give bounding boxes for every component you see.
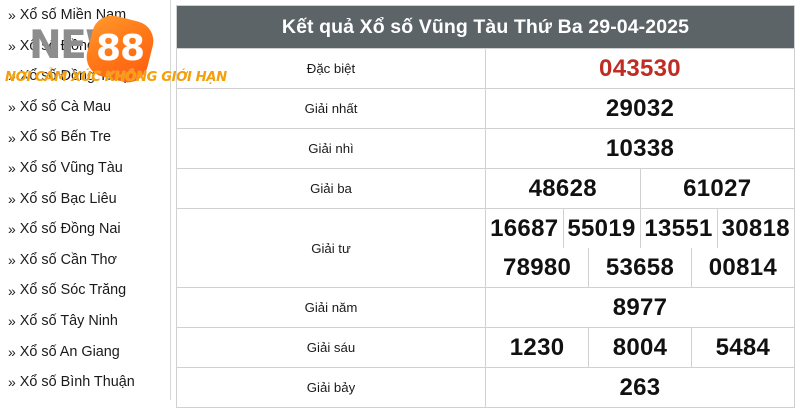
prize-number-group: 16687 55019 13551 30818 78980 53658 0081… xyxy=(485,208,795,288)
sidebar-item-label: Xổ số Đồng Nai xyxy=(19,37,121,54)
prize-number: 10338 xyxy=(485,128,795,169)
table-body: Đặc biệt 043530 Giải nhất 29032 Giải nhì… xyxy=(176,48,795,408)
prize-number-special: 043530 xyxy=(485,48,795,89)
lottery-result-panel: Kết quả Xổ số Vũng Tàu Thứ Ba 29-04-2025… xyxy=(176,5,795,408)
prize-number: 8977 xyxy=(485,287,795,328)
prize-number: 5484 xyxy=(690,328,794,367)
sidebar-item-label: Xổ số Sóc Trăng xyxy=(19,282,127,299)
table-row-giai-nhat: Giải nhất 29032 xyxy=(176,88,795,129)
prize-number: 1230 xyxy=(486,328,590,367)
chevron-right-icon: » xyxy=(8,282,16,299)
prize-label: Giải bảy xyxy=(176,367,486,408)
table-head: Kết quả Xổ số Vũng Tàu Thứ Ba 29-04-2025 xyxy=(176,5,795,49)
sidebar-item-9[interactable]: » Xổ số Sóc Trăng xyxy=(0,275,170,306)
sidebar-item-6[interactable]: » Xổ số Bạc Liêu xyxy=(0,184,170,215)
prize-number: 30818 xyxy=(716,209,794,248)
prize-number: 53658 xyxy=(588,248,692,287)
sidebar-item-10[interactable]: » Xổ số Tây Ninh xyxy=(0,306,170,337)
subrow: 16687 55019 13551 30818 xyxy=(486,209,794,248)
chevron-right-icon: » xyxy=(8,343,16,360)
sidebar-item-2[interactable]: » Xổ số Đồng Tháp xyxy=(0,61,170,92)
sidebar-item-0[interactable]: » Xổ số Miền Nam xyxy=(0,0,170,31)
table-row-dac-biet: Đặc biệt 043530 xyxy=(176,48,795,89)
table-row-giai-tu: Giải tư 16687 55019 13551 30818 xyxy=(176,208,795,288)
sidebar-item-1[interactable]: » Xổ số Đồng Nai xyxy=(0,31,170,62)
sidebar-item-label: Xổ số Bến Tre xyxy=(19,129,111,146)
prize-number: 29032 xyxy=(485,88,795,129)
sidebar-item-label: Xổ số An Giang xyxy=(19,343,120,360)
prize-label: Giải sáu xyxy=(176,327,486,368)
prize-label: Giải nhất xyxy=(176,88,486,129)
title-row: Kết quả Xổ số Vũng Tàu Thứ Ba 29-04-2025 xyxy=(176,5,795,49)
subrow: 1230 8004 5484 xyxy=(486,328,794,367)
prize-label: Giải tư xyxy=(176,208,486,288)
giai-tu-subtable-2: 78980 53658 00814 xyxy=(486,248,794,287)
prize-number: 00814 xyxy=(690,248,794,287)
chevron-right-icon: » xyxy=(8,129,16,146)
chevron-right-icon: » xyxy=(8,68,16,85)
giai-sau-subtable: 1230 8004 5484 xyxy=(486,328,794,367)
sidebar-item-7[interactable]: » Xổ số Đồng Nai xyxy=(0,214,170,245)
sidebar-item-8[interactable]: » Xổ số Cần Thơ xyxy=(0,245,170,276)
sidebar-item-label: Xổ số Tây Ninh xyxy=(19,313,118,330)
result-title: Kết quả Xổ số Vũng Tàu Thứ Ba 29-04-2025 xyxy=(176,5,795,49)
chevron-right-icon: » xyxy=(8,190,16,207)
sidebar-item-label: Xổ số Vũng Tàu xyxy=(19,160,123,177)
prize-label: Giải năm xyxy=(176,287,486,328)
prize-number: 8004 xyxy=(588,328,692,367)
chevron-right-icon: » xyxy=(8,252,16,269)
prize-number: 263 xyxy=(485,367,795,408)
sidebar-item-12[interactable]: » Xổ số Bình Thuận xyxy=(0,367,170,398)
sidebar-item-label: Xổ số Cần Thơ xyxy=(19,251,117,268)
table-row-giai-nhi: Giải nhì 10338 xyxy=(176,128,795,169)
sidebar-item-label: Xổ số Cà Mau xyxy=(19,98,111,115)
prize-number: 48628 xyxy=(486,169,641,208)
sidebar-item-4[interactable]: » Xổ số Bến Tre xyxy=(0,122,170,153)
prize-number-group: 1230 8004 5484 xyxy=(485,327,795,368)
chevron-right-icon: » xyxy=(8,313,16,330)
chevron-right-icon: » xyxy=(8,7,16,24)
prize-label: Giải ba xyxy=(176,168,486,209)
sidebar-item-label: Xổ số Đồng Tháp xyxy=(19,68,132,85)
prize-number: 16687 xyxy=(486,209,564,248)
sidebar-item-label: Xổ số Bạc Liêu xyxy=(19,190,117,207)
chevron-right-icon: » xyxy=(8,160,16,177)
prize-label: Giải nhì xyxy=(176,128,486,169)
prize-number: 78980 xyxy=(486,248,590,287)
subrow: 48628 61027 xyxy=(486,169,794,208)
sidebar-item-label: Xổ số Bình Thuận xyxy=(19,374,135,391)
table-row-giai-bay: Giải bảy 263 xyxy=(176,367,795,408)
sidebar-item-label: Xổ số Miền Nam xyxy=(19,7,127,24)
prize-number-group: 48628 61027 xyxy=(485,168,795,209)
prize-label: Đặc biệt xyxy=(176,48,486,89)
subrow: 78980 53658 00814 xyxy=(486,248,794,287)
prize-number: 61027 xyxy=(639,169,794,208)
table-row-giai-nam: Giải năm 8977 xyxy=(176,287,795,328)
sidebar-item-11[interactable]: » Xổ số An Giang xyxy=(0,337,170,368)
sidebar-list: » Xổ số Miền Nam » Xổ số Đồng Nai » Xổ s… xyxy=(0,0,170,400)
sidebar-item-3[interactable]: » Xổ số Cà Mau xyxy=(0,92,170,123)
sidebar: » Xổ số Miền Nam » Xổ số Đồng Nai » Xổ s… xyxy=(0,0,171,400)
giai-ba-subtable: 48628 61027 xyxy=(486,169,794,208)
sidebar-item-5[interactable]: » Xổ số Vũng Tàu xyxy=(0,153,170,184)
chevron-right-icon: » xyxy=(8,221,16,238)
chevron-right-icon: » xyxy=(8,374,16,391)
prize-number: 55019 xyxy=(562,209,641,248)
sidebar-item-label: Xổ số Đồng Nai xyxy=(19,221,121,238)
lottery-result-table: Kết quả Xổ số Vũng Tàu Thứ Ba 29-04-2025… xyxy=(176,5,795,408)
giai-tu-subtable: 16687 55019 13551 30818 xyxy=(486,209,794,248)
prize-number: 13551 xyxy=(639,209,718,248)
table-row-giai-sau: Giải sáu 1230 8004 5484 xyxy=(176,327,795,368)
chevron-right-icon: » xyxy=(8,37,16,54)
table-row-giai-ba: Giải ba 48628 61027 xyxy=(176,168,795,209)
chevron-right-icon: » xyxy=(8,99,16,116)
